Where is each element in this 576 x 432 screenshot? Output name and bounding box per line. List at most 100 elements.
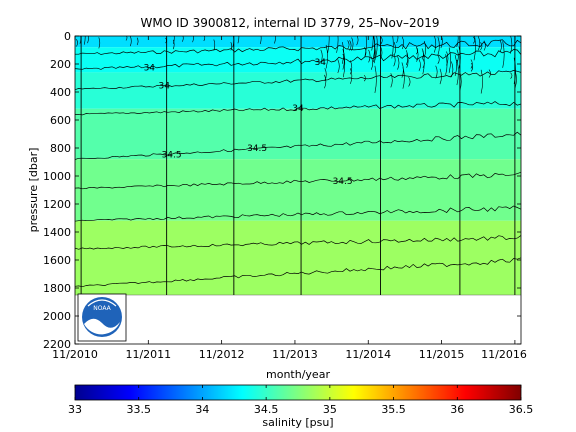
x-axis: 11/2010 11/2011 11/2012 11/2013 11/2014 11/20… xyxy=(52,36,527,361)
contour-line-7 xyxy=(75,235,521,250)
colorbar-tick-label-6: 36 xyxy=(450,403,464,416)
contour-squiggle-9 xyxy=(368,49,371,63)
x-tick-label-3: 11/2013 xyxy=(272,348,318,361)
contour-squiggle-61 xyxy=(401,36,404,50)
contour-label-3: 34 xyxy=(292,104,304,114)
contour-squiggle-78 xyxy=(364,36,367,57)
contour-squiggle-66 xyxy=(435,65,438,79)
contour-squiggle-65 xyxy=(514,70,517,89)
contour-squiggle-23 xyxy=(473,36,476,44)
salinity-band-4 xyxy=(75,159,521,221)
contour-squiggle-top-18 xyxy=(230,41,233,51)
contour-line-8 xyxy=(75,257,521,288)
contour-squiggle-75 xyxy=(437,36,440,56)
contour-squiggle-top-4 xyxy=(259,36,262,45)
logo-text: NOAA xyxy=(93,305,111,312)
contour-squiggle-top-1 xyxy=(192,36,194,43)
contour-squiggle-48 xyxy=(418,59,421,71)
contour-label-6: 34.5 xyxy=(333,177,353,187)
contour-squiggle-top-11 xyxy=(173,36,175,44)
x-tick-label-6: 11/2016 xyxy=(481,348,527,361)
y-tick-label-1800: 1800 xyxy=(43,282,71,295)
x-tick-label-0: 11/2010 xyxy=(52,348,98,361)
colorbar-tick-label-5: 35.5 xyxy=(381,403,406,416)
salinity-band-0 xyxy=(75,36,521,48)
contour-squiggle-3 xyxy=(370,56,373,70)
contour-squiggle-4 xyxy=(499,39,502,53)
contour-squiggle-25 xyxy=(434,36,437,53)
contour-label-2: 34 xyxy=(158,81,170,91)
contour-squiggle-49 xyxy=(478,36,481,51)
contour-squiggle-71 xyxy=(343,49,346,78)
contour-squiggle-6 xyxy=(396,36,399,44)
contour-squiggle-37 xyxy=(488,69,491,78)
y-tick-label-400: 400 xyxy=(50,86,71,99)
contour-squiggle-55 xyxy=(350,60,353,75)
contour-squiggle-top-10 xyxy=(182,36,184,42)
y-tick-label-1600: 1600 xyxy=(43,254,71,267)
contour-squiggle-top-14 xyxy=(76,39,78,47)
profile-lines xyxy=(80,36,516,295)
contour-squiggle-top-3 xyxy=(98,37,101,49)
y-axis-label: pressure [dbar] xyxy=(27,148,40,233)
contour-squiggle-73 xyxy=(456,59,459,86)
contour-squiggle-top-17 xyxy=(125,36,128,41)
plot-frame xyxy=(74,35,522,345)
contour-squiggle-30 xyxy=(451,61,454,78)
noaa-logo: NOAA xyxy=(77,293,127,342)
contour-squiggle-39 xyxy=(502,41,505,68)
contour-squiggle-60 xyxy=(446,51,449,66)
contour-squiggle-16 xyxy=(374,65,377,93)
contour-squiggle-69 xyxy=(423,40,426,58)
salinity-band-2 xyxy=(75,72,521,109)
contour-label-4: 34.5 xyxy=(162,150,182,160)
contour-squiggle-13 xyxy=(510,36,513,54)
contour-squiggle-63 xyxy=(393,41,396,56)
contour-squiggle-20 xyxy=(470,62,473,72)
contour-squiggle-top-7 xyxy=(172,39,175,50)
logo-gull xyxy=(87,299,117,307)
y-tick-label-600: 600 xyxy=(50,114,71,127)
contour-line-6 xyxy=(75,205,521,222)
contour-squiggle-19 xyxy=(480,42,483,51)
contour-squiggle-42 xyxy=(380,36,383,45)
logo-wave xyxy=(84,318,120,335)
colorbar-tick-label-7: 36.5 xyxy=(509,403,534,416)
colorbar-ticks: 33 33.5 34 34.5 35 35.5 36 36.5 xyxy=(68,385,533,416)
colorbar-tick-label-3: 34.5 xyxy=(254,403,279,416)
colorbar-tick-label-2: 34 xyxy=(195,403,209,416)
contour-squiggle-12 xyxy=(336,36,339,53)
contour-squiggle-76 xyxy=(337,59,340,74)
colorbar-tick-label-0: 33 xyxy=(68,403,82,416)
contour-squiggle-7 xyxy=(327,36,330,53)
contour-squiggle-72 xyxy=(408,76,411,87)
y-tick-label-800: 800 xyxy=(50,142,71,155)
colorbar-tick-label-1: 33.5 xyxy=(126,403,151,416)
contour-line-4 xyxy=(75,131,521,160)
contour-squiggle-57 xyxy=(347,40,350,50)
contour-layer xyxy=(75,36,521,288)
contour-squiggle-0 xyxy=(439,68,442,85)
contour-squiggle-51 xyxy=(480,69,483,94)
x-tick-label-5: 11/2015 xyxy=(419,348,465,361)
x-axis-label: month/year xyxy=(266,368,330,381)
contour-squiggle-28 xyxy=(380,46,383,60)
y-tick-label-2200: 2200 xyxy=(43,338,71,351)
contour-squiggle-58 xyxy=(402,67,405,89)
contour-squiggle-15 xyxy=(349,40,352,51)
y-tick-label-1200: 1200 xyxy=(43,198,71,211)
y-tick-label-1400: 1400 xyxy=(43,226,71,239)
contour-squiggle-33 xyxy=(390,73,393,88)
contour-squiggle-31 xyxy=(371,36,374,51)
contour-squiggle-21 xyxy=(510,72,513,79)
contour-label-1: 34 xyxy=(315,58,327,68)
contour-line-0 xyxy=(75,39,521,55)
contour-squiggle-top-16 xyxy=(87,36,89,44)
x-tick-label-2: 11/2012 xyxy=(199,348,245,361)
contour-squiggle-64 xyxy=(397,56,400,70)
contour-squiggle-24 xyxy=(363,74,366,82)
y-tick-label-200: 200 xyxy=(50,58,71,71)
contour-squiggle-top-6 xyxy=(213,39,216,51)
